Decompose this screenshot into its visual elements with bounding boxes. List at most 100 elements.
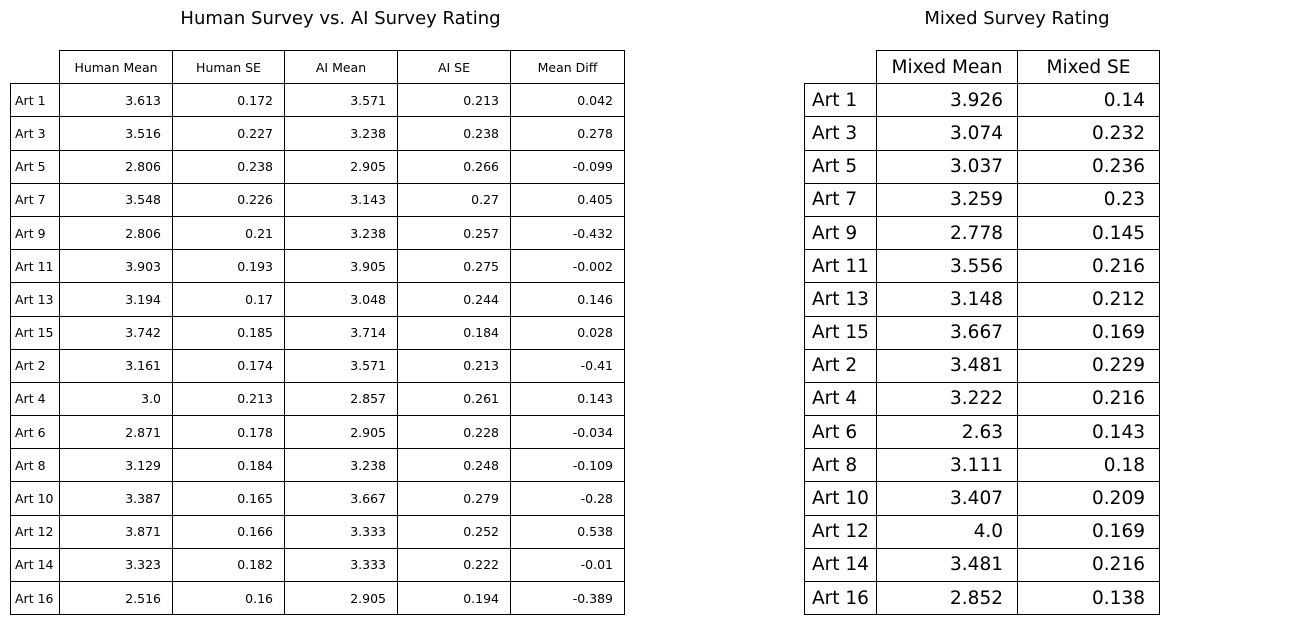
- row-label: Art 12: [10, 514, 60, 549]
- table-cell: -0.41: [510, 348, 625, 383]
- table-cell: 0.193: [172, 249, 285, 284]
- table-cell: 0.17: [172, 282, 285, 317]
- row-label: Art 8: [10, 448, 60, 483]
- table-cell: 3.0: [59, 381, 173, 417]
- corner-cell: [804, 50, 877, 85]
- table-cell: 3.667: [876, 315, 1018, 350]
- table-cell: 3.571: [284, 348, 398, 383]
- table-cell: 0.216: [1017, 249, 1160, 284]
- table-cell: 0.278: [510, 116, 625, 151]
- table-cell: 0.216: [1017, 547, 1160, 583]
- table-cell: -0.034: [510, 415, 625, 450]
- table-row: Art 10 3.407 0.209: [804, 481, 1160, 516]
- table-cell: 0.238: [172, 149, 285, 184]
- table-cell: -0.389: [510, 580, 625, 616]
- table-cell: 3.238: [284, 215, 398, 251]
- table-cell: 3.222: [876, 381, 1018, 417]
- row-label: Art 13: [804, 282, 877, 317]
- left-table-title: Human Survey vs. AI Survey Rating: [180, 8, 501, 29]
- table-cell: 3.111: [876, 448, 1018, 483]
- table-cell: -0.099: [510, 149, 625, 184]
- table-cell: 0.261: [397, 381, 511, 417]
- table-row: Art 8 3.111 0.18: [804, 448, 1160, 483]
- table-row: Art 6 2.871 0.178 2.905 0.228 -0.034: [10, 415, 625, 450]
- row-label: Art 2: [10, 348, 60, 383]
- row-label: Art 13: [10, 282, 60, 317]
- table-cell: 0.042: [510, 83, 625, 118]
- human-vs-ai-table: Human Mean Human SE AI Mean AI SE Mean Diff A…: [10, 49, 625, 616]
- table-cell: 0.216: [1017, 381, 1160, 417]
- table-cell: 0.165: [172, 481, 285, 516]
- table-row: Art 6 2.63 0.143: [804, 415, 1160, 450]
- table-row: Art 11 3.903 0.193 3.905 0.275 -0.002: [10, 249, 625, 284]
- row-label: Art 3: [10, 116, 60, 151]
- table-cell: 0.194: [397, 580, 511, 616]
- table-row: Art 8 3.129 0.184 3.238 0.248 -0.109: [10, 448, 625, 483]
- corner-cell: [10, 50, 60, 85]
- header-row: Mixed Mean Mixed SE: [804, 49, 1160, 85]
- table-row: Art 4 3.0 0.213 2.857 0.261 0.143: [10, 381, 625, 417]
- table-cell: 3.903: [59, 249, 173, 284]
- table-cell: 3.548: [59, 182, 173, 217]
- table-cell: 0.14: [1017, 83, 1160, 118]
- table-cell: 3.742: [59, 315, 173, 350]
- table-cell: 0.232: [1017, 116, 1160, 151]
- row-label: Art 6: [10, 415, 60, 450]
- row-label: Art 1: [804, 83, 877, 118]
- row-label: Art 6: [804, 415, 877, 450]
- column-header: Mixed SE: [1017, 49, 1160, 85]
- table-cell: -0.432: [510, 215, 625, 251]
- table-cell: 0.174: [172, 348, 285, 383]
- table-cell: 3.407: [876, 481, 1018, 516]
- table-cell: 3.387: [59, 481, 173, 516]
- table-cell: 0.275: [397, 249, 511, 284]
- column-header: Human SE: [172, 49, 285, 85]
- table-cell: 3.048: [284, 282, 398, 317]
- row-label: Art 15: [804, 315, 877, 350]
- table-cell: 2.905: [284, 415, 398, 450]
- table-cell: 0.405: [510, 182, 625, 217]
- table-cell: 0.213: [397, 83, 511, 118]
- table-cell: 3.161: [59, 348, 173, 383]
- table-row: Art 3 3.074 0.232: [804, 116, 1160, 151]
- row-label: Art 5: [804, 149, 877, 184]
- table-cell: 3.667: [284, 481, 398, 516]
- table-row: Art 13 3.194 0.17 3.048 0.244 0.146: [10, 282, 625, 317]
- table-cell: 0.238: [397, 116, 511, 151]
- table-row: Art 7 3.259 0.23: [804, 182, 1160, 217]
- table-row: Art 5 2.806 0.238 2.905 0.266 -0.099: [10, 149, 625, 184]
- table-cell: 3.905: [284, 249, 398, 284]
- table-cell: 2.857: [284, 381, 398, 417]
- row-label: Art 2: [804, 348, 877, 383]
- row-label: Art 11: [10, 249, 60, 284]
- table-cell: 3.194: [59, 282, 173, 317]
- row-label: Art 12: [804, 514, 877, 549]
- table-cell: 2.905: [284, 580, 398, 616]
- table-cell: 3.148: [876, 282, 1018, 317]
- table-cell: 3.333: [284, 514, 398, 549]
- row-label: Art 11: [804, 249, 877, 284]
- table-cell: 0.236: [1017, 149, 1160, 184]
- row-label: Art 15: [10, 315, 60, 350]
- table-row: Art 3 3.516 0.227 3.238 0.238 0.278: [10, 116, 625, 151]
- table-cell: 3.516: [59, 116, 173, 151]
- table-cell: 3.238: [284, 116, 398, 151]
- table-row: Art 15 3.742 0.185 3.714 0.184 0.028: [10, 315, 625, 350]
- table-cell: -0.01: [510, 547, 625, 583]
- table-cell: 0.178: [172, 415, 285, 450]
- table-row: Art 5 3.037 0.236: [804, 149, 1160, 184]
- table-row: Art 16 2.852 0.138: [804, 580, 1160, 616]
- table-cell: 0.028: [510, 315, 625, 350]
- table-row: Art 14 3.481 0.216: [804, 547, 1160, 583]
- table-cell: 2.905: [284, 149, 398, 184]
- table-cell: 0.16: [172, 580, 285, 616]
- table-cell: 3.074: [876, 116, 1018, 151]
- table-cell: 2.516: [59, 580, 173, 616]
- column-header: Mean Diff: [510, 49, 625, 85]
- row-label: Art 10: [804, 481, 877, 516]
- table-cell: 0.23: [1017, 182, 1160, 217]
- table-cell: 0.169: [1017, 514, 1160, 549]
- table-cell: 0.172: [172, 83, 285, 118]
- table-row: Art 14 3.323 0.182 3.333 0.222 -0.01: [10, 547, 625, 583]
- table-cell: 3.481: [876, 348, 1018, 383]
